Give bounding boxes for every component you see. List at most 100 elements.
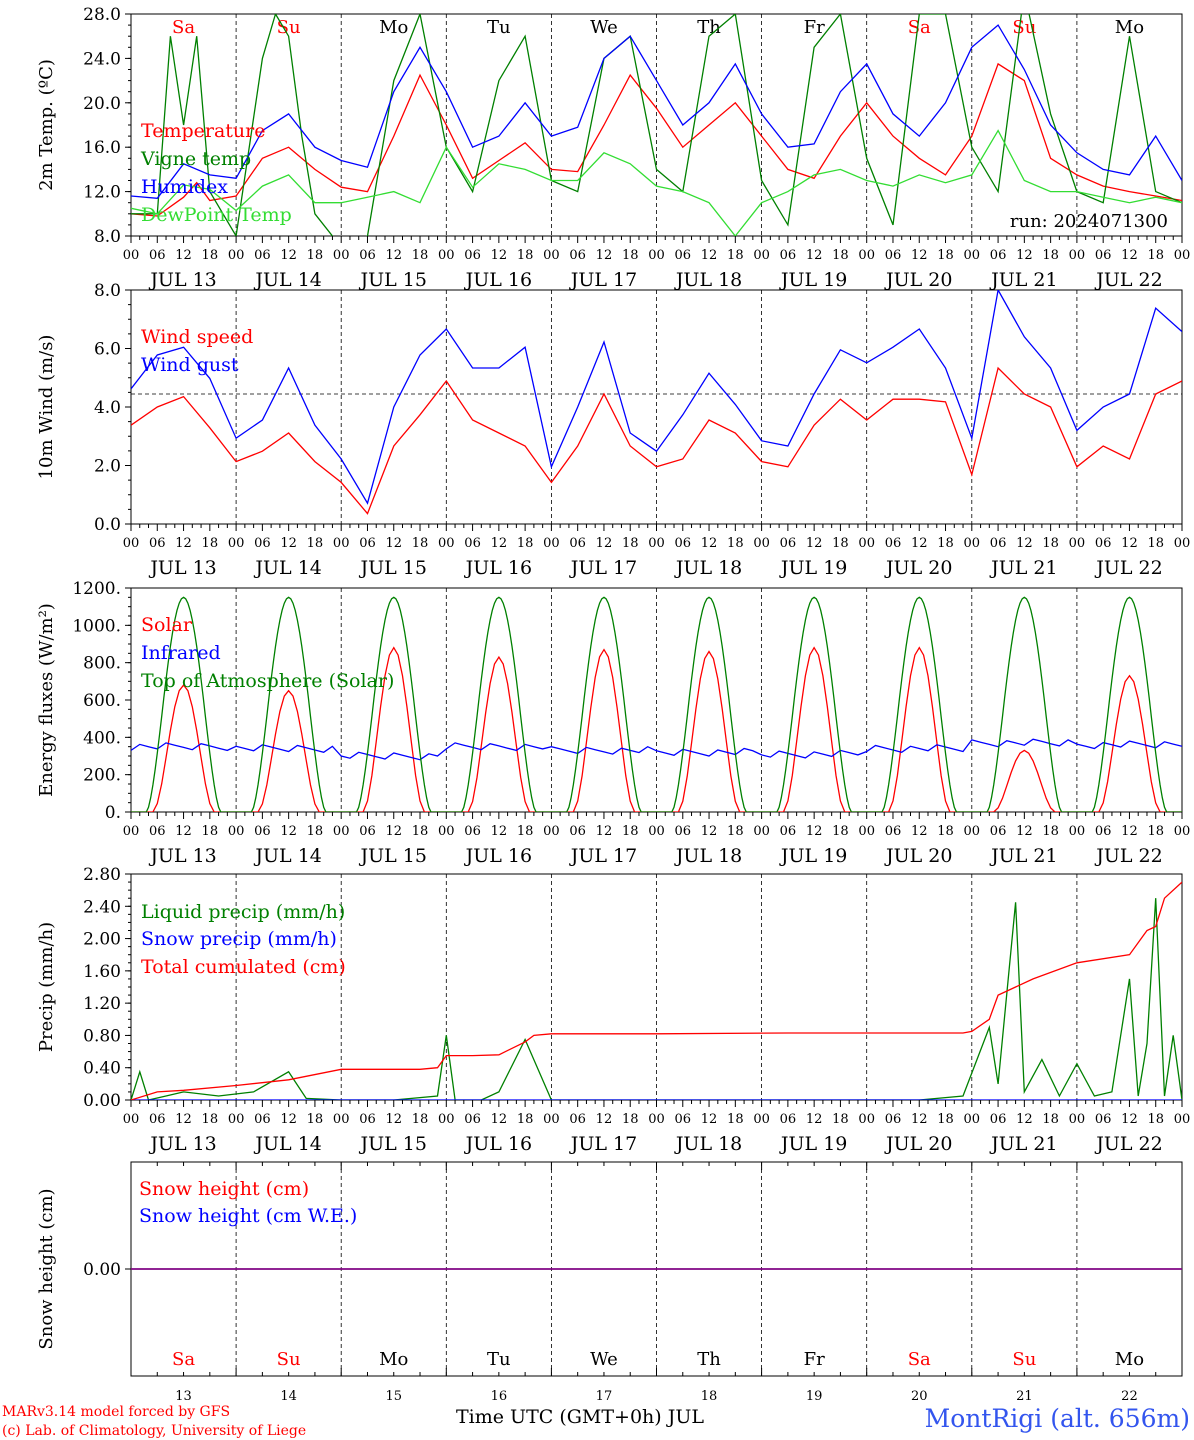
energy-xtick-label: 00 (333, 824, 350, 839)
wind-xtick-label: 12 (596, 536, 613, 551)
temp-date-label: JUL 13 (148, 269, 216, 291)
temp-xtick-label: 00 (543, 248, 560, 263)
temp-ytick-label: 16.0 (83, 138, 121, 158)
precip-xtick-label: 06 (780, 1112, 797, 1127)
footer-model: MARv3.14 model forced by GFS (2, 1404, 230, 1420)
energy-xtick-label: 06 (149, 824, 166, 839)
energy-ytick-label: 0. (105, 803, 121, 823)
energy-xtick-label: 00 (858, 824, 875, 839)
precip-xtick-label: 00 (333, 1112, 350, 1127)
temp-series-group (131, 14, 1182, 236)
temp-xtick-label: 06 (359, 248, 376, 263)
wind-xtick-label: 12 (1016, 536, 1033, 551)
temp-xtick-label: 12 (701, 248, 718, 263)
temp-date-label: JUL 17 (569, 269, 637, 291)
temp-ytick-label: 28.0 (83, 5, 121, 25)
temp-legend-2: Humidex (141, 176, 228, 198)
precip-xtick-label: 00 (964, 1112, 981, 1127)
energy-ytick-label: 400. (83, 728, 121, 748)
wind-date-label: JUL 22 (1094, 557, 1162, 579)
energy-xtick-label: 00 (648, 824, 665, 839)
precip-date-label: JUL 22 (1094, 1133, 1162, 1155)
day-abbr-bottom: Mo (379, 1349, 408, 1370)
energy-date-label: JUL 20 (884, 845, 952, 867)
energy-ytick-label: 600. (83, 691, 121, 711)
wind-legend-1: Wind gust (141, 354, 239, 376)
day-abbr-bottom: Su (1012, 1349, 1036, 1370)
temp-xtick-label: 00 (438, 248, 455, 263)
wind-xtick-label: 00 (333, 536, 350, 551)
energy-date-label: JUL 19 (779, 845, 847, 867)
energy-xtick-label: 12 (911, 824, 928, 839)
snow-ylabel: Snow height (cm) (36, 1188, 57, 1349)
energy-ytick-label: 1200. (72, 579, 121, 599)
day-number: 21 (1016, 1389, 1033, 1404)
snow-ytick-label: 0.00 (83, 1260, 121, 1280)
precip-xtick-label: 18 (832, 1112, 849, 1127)
wind-date-label: JUL 18 (674, 557, 742, 579)
precip-xtick-label: 12 (1016, 1112, 1033, 1127)
precip-series-total-cumulated-cm- (131, 881, 1182, 1100)
energy-xtick-label: 18 (412, 824, 429, 839)
day-abbr-bottom: Sa (172, 1349, 195, 1370)
wind-xtick-label: 18 (727, 536, 744, 551)
temp-xtick-label: 12 (911, 248, 928, 263)
energy-date-label: JUL 17 (569, 845, 637, 867)
day-abbr-bottom: Mo (1115, 1349, 1144, 1370)
run-label: run: 2024071300 (1010, 211, 1168, 232)
precip-xtick-label: 06 (464, 1112, 481, 1127)
energy-xtick-label: 06 (569, 824, 586, 839)
wind-ytick-label: 8.0 (94, 281, 121, 301)
temp-xtick-label: 12 (175, 248, 192, 263)
wind-xtick-label: 06 (885, 536, 902, 551)
wind-xtick-label: 00 (753, 536, 770, 551)
temp-xtick-label: 06 (990, 248, 1007, 263)
energy-xtick-label: 06 (1095, 824, 1112, 839)
wind-xtick-label: 00 (964, 536, 981, 551)
day-number: 15 (385, 1389, 402, 1404)
energy-xtick-label: 06 (990, 824, 1007, 839)
temp-date-label: JUL 22 (1094, 269, 1162, 291)
energy-xtick-label: 00 (1069, 824, 1086, 839)
temp-xtick-label: 18 (937, 248, 954, 263)
energy-xtick-label: 00 (228, 824, 245, 839)
energy-legend-1: Infrared (141, 642, 221, 664)
wind-xtick-label: 00 (1069, 536, 1086, 551)
temp-xtick-label: 00 (333, 248, 350, 263)
wind-xtick-label: 12 (1121, 536, 1138, 551)
footer-axis-title: Time UTC (GMT+0h) JUL (456, 1406, 704, 1428)
precip-xtick-label: 12 (701, 1112, 718, 1127)
day-abbr-bottom: We (590, 1349, 618, 1370)
energy-xtick-label: 06 (464, 824, 481, 839)
precip-xtick-label: 18 (1147, 1112, 1164, 1127)
energy-xtick-label: 12 (1016, 824, 1033, 839)
temp-legend-3: DewPoint Temp (141, 204, 292, 226)
temp-date-label: JUL 20 (884, 269, 952, 291)
energy-xtick-label: 18 (1042, 824, 1059, 839)
energy-ylabel: Energy fluxes (W/m²) (36, 603, 57, 797)
energy-xtick-label: 00 (753, 824, 770, 839)
precip-xtick-label: 06 (885, 1112, 902, 1127)
precip-xtick-label: 18 (412, 1112, 429, 1127)
wind-ytick-label: 6.0 (94, 340, 121, 360)
temp-xtick-label: 00 (1174, 248, 1191, 263)
temp-xtick-label: 18 (202, 248, 219, 263)
energy-xtick-label: 18 (937, 824, 954, 839)
precip-ytick-label: 2.40 (83, 897, 121, 917)
temp-xtick-label: 06 (675, 248, 692, 263)
wind-xtick-label: 06 (359, 536, 376, 551)
temp-xtick-label: 18 (727, 248, 744, 263)
precip-date-label: JUL 21 (989, 1133, 1057, 1155)
precip-xtick-label: 00 (858, 1112, 875, 1127)
day-number: 14 (280, 1389, 297, 1404)
energy-date-label: JUL 16 (464, 845, 532, 867)
day-number: 22 (1121, 1389, 1138, 1404)
day-abbr-top: Fr (804, 17, 825, 38)
precip-xtick-label: 12 (280, 1112, 297, 1127)
energy-xtick-label: 06 (675, 824, 692, 839)
day-abbr-top: We (590, 17, 618, 38)
precip-date-label: JUL 19 (779, 1133, 847, 1155)
temp-xtick-label: 00 (123, 248, 140, 263)
wind-ytick-label: 0.0 (94, 515, 121, 535)
temp-xtick-label: 18 (412, 248, 429, 263)
